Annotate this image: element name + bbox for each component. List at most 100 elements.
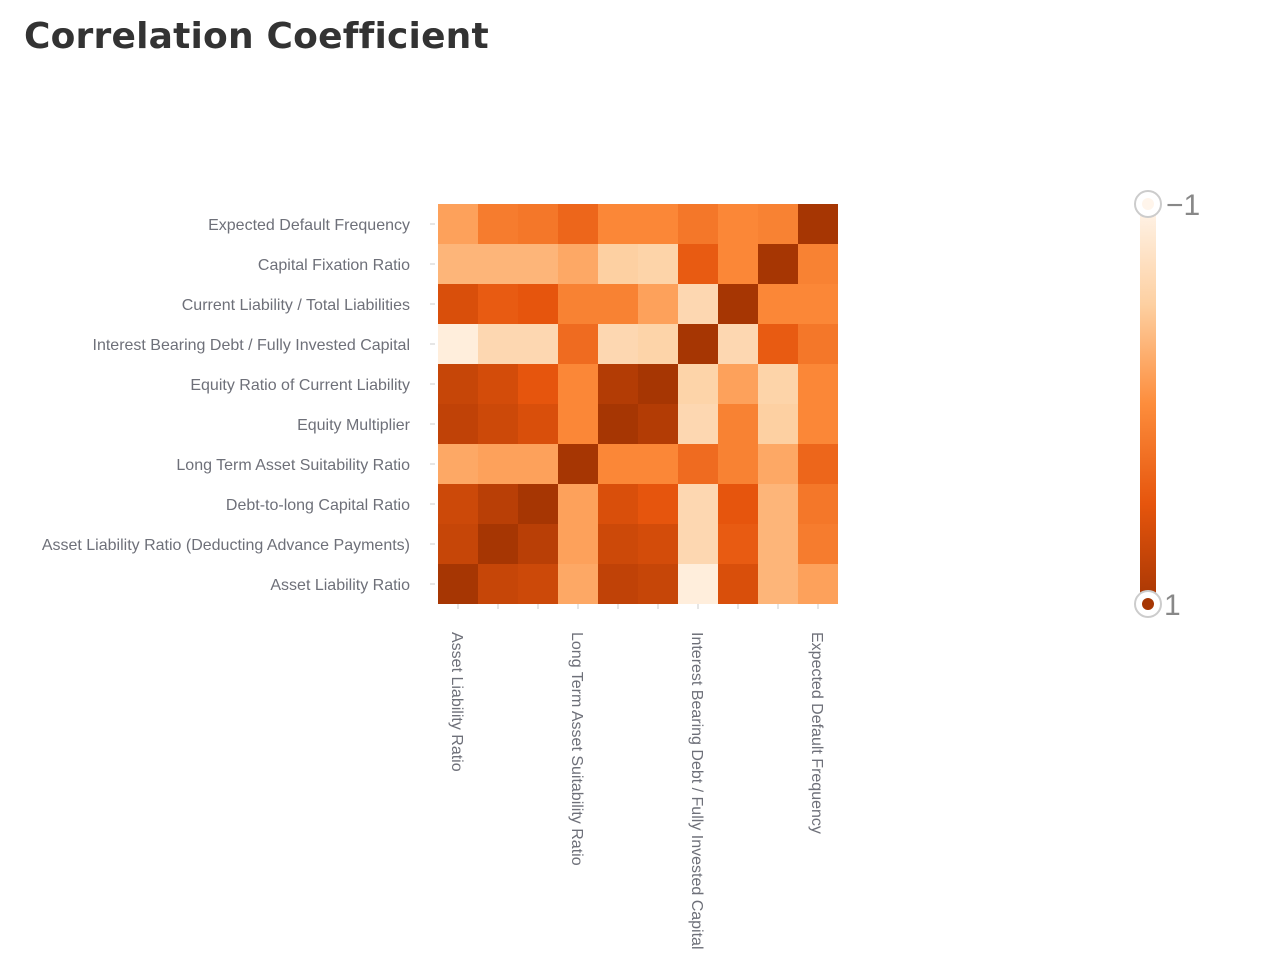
heatmap-cell[interactable]	[718, 284, 758, 324]
heatmap-cell[interactable]	[718, 524, 758, 564]
heatmap-cell[interactable]	[558, 444, 598, 484]
heatmap-cell[interactable]	[598, 204, 638, 244]
heatmap-cell[interactable]	[798, 484, 838, 524]
heatmap-cell[interactable]	[438, 444, 478, 484]
heatmap-cell[interactable]	[758, 364, 798, 404]
heatmap-cell[interactable]	[438, 564, 478, 604]
heatmap-cell[interactable]	[798, 204, 838, 244]
heatmap-cell[interactable]	[598, 404, 638, 444]
heatmap-cell[interactable]	[518, 324, 558, 364]
heatmap-cell[interactable]	[518, 564, 558, 604]
heatmap-cell[interactable]	[758, 244, 798, 284]
heatmap-cell[interactable]	[638, 564, 678, 604]
heatmap-cell[interactable]	[718, 324, 758, 364]
heatmap-cell[interactable]	[758, 524, 798, 564]
heatmap-cell[interactable]	[758, 444, 798, 484]
heatmap-cell[interactable]	[718, 244, 758, 284]
heatmap-cell[interactable]	[758, 404, 798, 444]
heatmap-cell[interactable]	[478, 564, 518, 604]
heatmap-cell[interactable]	[558, 284, 598, 324]
heatmap-cell[interactable]	[438, 284, 478, 324]
heatmap-cell[interactable]	[758, 484, 798, 524]
heatmap-cell[interactable]	[518, 524, 558, 564]
heatmap-cell[interactable]	[518, 364, 558, 404]
heatmap-cell[interactable]	[438, 244, 478, 284]
heatmap-cell[interactable]	[678, 444, 718, 484]
heatmap-cell[interactable]	[638, 204, 678, 244]
heatmap-cell[interactable]	[598, 324, 638, 364]
heatmap-cell[interactable]	[558, 324, 598, 364]
heatmap-cell[interactable]	[678, 204, 718, 244]
heatmap-cell[interactable]	[638, 444, 678, 484]
heatmap-cell[interactable]	[758, 204, 798, 244]
heatmap-cell[interactable]	[678, 244, 718, 284]
heatmap-cell[interactable]	[638, 404, 678, 444]
heatmap-cell[interactable]	[798, 564, 838, 604]
heatmap-cell[interactable]	[798, 364, 838, 404]
heatmap-cell[interactable]	[598, 284, 638, 324]
heatmap-cell[interactable]	[438, 404, 478, 444]
heatmap-cell[interactable]	[678, 524, 718, 564]
heatmap-cell[interactable]	[478, 284, 518, 324]
heatmap-cell[interactable]	[598, 444, 638, 484]
heatmap-cell[interactable]	[518, 244, 558, 284]
heatmap-cell[interactable]	[678, 324, 718, 364]
heatmap-cell[interactable]	[718, 564, 758, 604]
heatmap-cell[interactable]	[678, 404, 718, 444]
heatmap-cell[interactable]	[558, 564, 598, 604]
heatmap-cell[interactable]	[518, 284, 558, 324]
heatmap-cell[interactable]	[478, 324, 518, 364]
heatmap-cell[interactable]	[638, 284, 678, 324]
heatmap-cell[interactable]	[478, 484, 518, 524]
heatmap-cell[interactable]	[598, 244, 638, 284]
heatmap-cell[interactable]	[478, 404, 518, 444]
heatmap-cell[interactable]	[718, 444, 758, 484]
heatmap-cell[interactable]	[438, 324, 478, 364]
heatmap-cell[interactable]	[798, 284, 838, 324]
heatmap-cell[interactable]	[478, 364, 518, 404]
heatmap-cell[interactable]	[638, 524, 678, 564]
heatmap-cell[interactable]	[638, 244, 678, 284]
heatmap-cell[interactable]	[558, 524, 598, 564]
heatmap-cell[interactable]	[798, 524, 838, 564]
heatmap-cell[interactable]	[798, 444, 838, 484]
heatmap-cell[interactable]	[718, 484, 758, 524]
heatmap-cell[interactable]	[758, 284, 798, 324]
heatmap-cell[interactable]	[558, 364, 598, 404]
heatmap-cell[interactable]	[518, 404, 558, 444]
heatmap-cell[interactable]	[558, 484, 598, 524]
heatmap-cell[interactable]	[678, 564, 718, 604]
heatmap-cell[interactable]	[798, 244, 838, 284]
heatmap-cell[interactable]	[478, 204, 518, 244]
heatmap-cell[interactable]	[438, 364, 478, 404]
heatmap-cell[interactable]	[798, 324, 838, 364]
heatmap-cell[interactable]	[638, 484, 678, 524]
heatmap-cell[interactable]	[478, 244, 518, 284]
heatmap-cell[interactable]	[558, 204, 598, 244]
heatmap-cell[interactable]	[478, 444, 518, 484]
heatmap-cell[interactable]	[598, 364, 638, 404]
heatmap-cell[interactable]	[518, 484, 558, 524]
heatmap-cell[interactable]	[758, 564, 798, 604]
heatmap-cell[interactable]	[558, 404, 598, 444]
heatmap-cell[interactable]	[638, 364, 678, 404]
heatmap-cell[interactable]	[678, 364, 718, 404]
heatmap-cell[interactable]	[598, 524, 638, 564]
heatmap-cell[interactable]	[638, 324, 678, 364]
heatmap-cell[interactable]	[558, 244, 598, 284]
heatmap-cell[interactable]	[478, 524, 518, 564]
heatmap-cell[interactable]	[518, 444, 558, 484]
heatmap-cell[interactable]	[718, 204, 758, 244]
heatmap-cell[interactable]	[438, 204, 478, 244]
heatmap-cell[interactable]	[438, 484, 478, 524]
heatmap-cell[interactable]	[798, 404, 838, 444]
heatmap-cell[interactable]	[718, 364, 758, 404]
heatmap-cell[interactable]	[678, 284, 718, 324]
heatmap-cell[interactable]	[718, 404, 758, 444]
heatmap-cell[interactable]	[758, 324, 798, 364]
heatmap-cell[interactable]	[678, 484, 718, 524]
heatmap-cell[interactable]	[598, 484, 638, 524]
heatmap-cell[interactable]	[438, 524, 478, 564]
heatmap-cell[interactable]	[598, 564, 638, 604]
heatmap-cell[interactable]	[518, 204, 558, 244]
